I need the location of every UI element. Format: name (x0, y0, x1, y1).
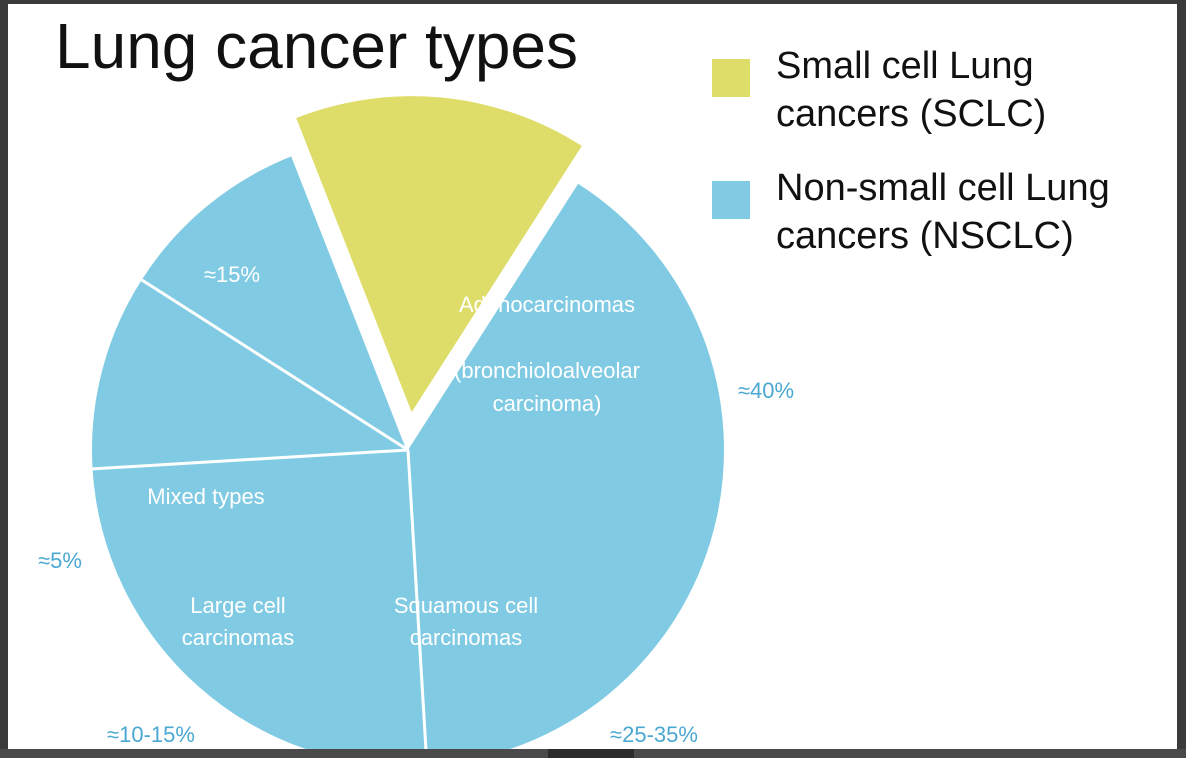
slice-outer-label: ≈25-35% (610, 722, 698, 747)
legend-swatch (712, 59, 750, 97)
legend-swatch (712, 181, 750, 219)
window-bottom-tab[interactable] (548, 749, 634, 758)
slice-dividers (92, 155, 428, 754)
pie-slice (92, 279, 408, 469)
slice-inner-label: ≈15% (204, 262, 260, 287)
pie-slices (92, 96, 724, 754)
legend: Small cell Lung cancers (SCLC) Non-small c… (712, 45, 1110, 257)
pie-slice (92, 450, 427, 754)
slice-divider (406, 449, 428, 754)
chart-title: Lung cancer types (55, 10, 578, 82)
legend-label: Non-small cell Lung cancers (NSCLC) (776, 167, 1110, 257)
slice-divider (140, 278, 409, 452)
slice-inner-label: Large cell carcinomas (182, 593, 294, 650)
pie-slice (141, 155, 409, 450)
pie-slice (408, 183, 724, 754)
slice-outer-label: ≈10-15% (107, 722, 195, 747)
slice-inner-label: Mixed types (147, 484, 264, 509)
slice-divider (291, 155, 410, 451)
slide-frame: Lung cancer types ≈15% Adenocarcinomas (b… (8, 4, 1177, 754)
slice-inner-label: Adenocarcinomas (bronchioloalveolar carci… (454, 292, 640, 416)
slice-outer-label: ≈40% (738, 378, 794, 403)
slice-inner-label: Squamous cell carcinomas (394, 593, 538, 650)
legend-label: Small cell Lung cancers (SCLC) (776, 45, 1046, 135)
pie-chart: Lung cancer types ≈15% Adenocarcinomas (b… (38, 10, 1110, 754)
slice-outer-label: ≈5% (38, 548, 82, 573)
slice-divider (92, 448, 409, 471)
slice-labels: ≈15% Adenocarcinomas (bronchioloalveolar c… (38, 262, 794, 747)
pie-slice (296, 96, 582, 413)
